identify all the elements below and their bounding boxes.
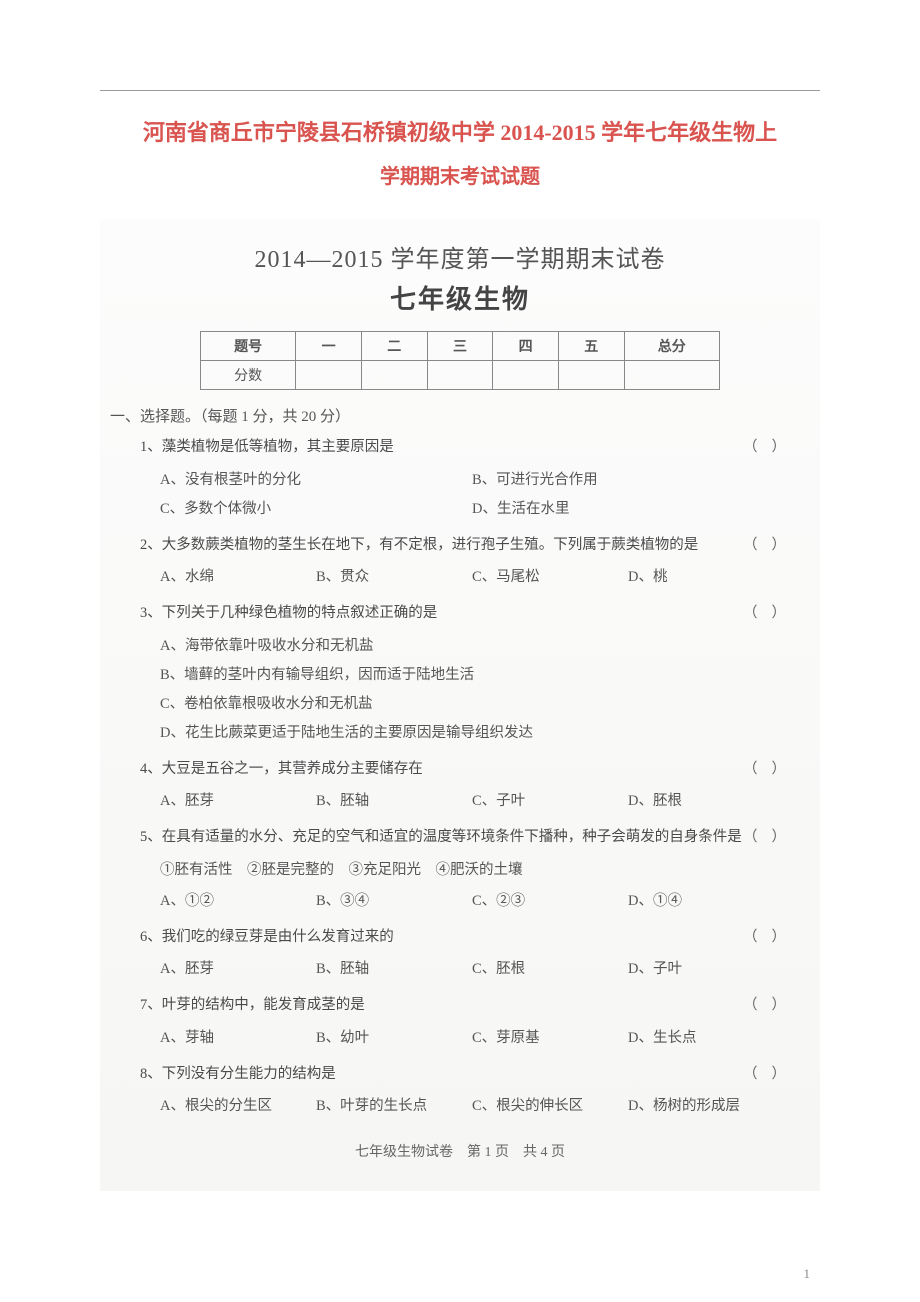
option: C、芽原基 [472, 1024, 628, 1053]
question-stem: 3、下列关于几种绿色植物的特点叙述正确的是 [140, 605, 437, 621]
options-row: A、没有根茎叶的分化B、可进行光合作用C、多数个体微小D、生活在水里 [160, 466, 810, 524]
doc-title-sub: 学期期末考试试题 [100, 160, 820, 189]
cell [493, 361, 559, 390]
option: A、根尖的分生区 [160, 1092, 316, 1121]
top-rule [100, 90, 820, 91]
subject-title: 七年级生物 [110, 279, 810, 316]
options-row: A、①②B、③④C、②③D、①④ [160, 887, 810, 916]
cell [296, 361, 362, 390]
options-row: A、胚芽B、胚轴C、子叶D、胚根 [160, 787, 810, 816]
options-row: A、根尖的分生区B、叶芽的生长点C、根尖的伸长区D、杨树的形成层 [160, 1092, 810, 1121]
col-label: 题号 [201, 332, 296, 361]
answer-paren: （） [743, 756, 800, 784]
question: 5、在具有适量的水分、充足的空气和适宜的温度等环境条件下播种，种子会萌发的自身条… [140, 824, 810, 852]
question-stem: 4、大豆是五谷之一，其营养成分主要储存在 [140, 761, 423, 777]
question-stem: 8、下列没有分生能力的结构是 [140, 1066, 336, 1082]
question-stem: 5、在具有适量的水分、充足的空气和适宜的温度等环境条件下播种，种子会萌发的自身条… [140, 829, 742, 845]
option: D、胚根 [628, 787, 784, 816]
col-total: 总分 [624, 332, 719, 361]
col-2: 二 [361, 332, 427, 361]
option: C、胚根 [472, 955, 628, 984]
semester-title: 2014—2015 学年度第一学期期末试卷 [110, 239, 810, 274]
question-stem: 6、我们吃的绿豆芽是由什么发育过来的 [140, 929, 394, 945]
option: A、海带依靠叶吸收水分和无机盐 [160, 632, 810, 661]
options-row: A、芽轴B、幼叶C、芽原基D、生长点 [160, 1024, 810, 1053]
option: A、芽轴 [160, 1024, 316, 1053]
cell [361, 361, 427, 390]
option: C、根尖的伸长区 [472, 1092, 628, 1121]
option: D、①④ [628, 887, 784, 916]
question-stem: 7、叶芽的结构中，能发育成茎的是 [140, 997, 365, 1013]
cell [558, 361, 624, 390]
scanned-exam-region: 2014—2015 学年度第一学期期末试卷 七年级生物 题号 一 二 三 四 五… [100, 219, 820, 1191]
question-subline: ①胚有活性 ②胚是完整的 ③充足阳光 ④肥沃的土壤 [160, 856, 810, 885]
page-number: 1 [804, 1266, 811, 1282]
answer-paren: （） [743, 600, 800, 628]
option: D、花生比蕨菜更适于陆地生活的主要原因是输导组织发达 [160, 719, 810, 748]
score-header-row: 题号 一 二 三 四 五 总分 [201, 332, 720, 361]
answer-paren: （） [743, 434, 800, 462]
option: B、叶芽的生长点 [316, 1092, 472, 1121]
question-stem: 1、藻类植物是低等植物，其主要原因是 [140, 439, 394, 455]
option: A、①② [160, 887, 316, 916]
option: A、胚芽 [160, 955, 316, 984]
col-4: 四 [493, 332, 559, 361]
option: D、桃 [628, 563, 784, 592]
page-container: 河南省商丘市宁陵县石桥镇初级中学 2014-2015 学年七年级生物上 学期期末… [0, 0, 920, 1302]
option: C、多数个体微小 [160, 495, 472, 524]
option: D、生活在水里 [472, 495, 784, 524]
question: 1、藻类植物是低等植物，其主要原因是 （） [140, 434, 810, 462]
cell [624, 361, 719, 390]
option: D、子叶 [628, 955, 784, 984]
options-row: A、海带依靠叶吸收水分和无机盐B、墙藓的茎叶内有输导组织，因而适于陆地生活C、卷… [160, 632, 810, 748]
answer-paren: （） [743, 824, 800, 852]
col-1: 一 [296, 332, 362, 361]
section-1-label: 一、选择题。（每题 1 分，共 20 分） [110, 405, 810, 426]
answer-paren: （） [743, 992, 800, 1020]
option: B、胚轴 [316, 955, 472, 984]
option: B、③④ [316, 887, 472, 916]
option: C、卷柏依靠根吸收水分和无机盐 [160, 690, 810, 719]
question: 7、叶芽的结构中，能发育成茎的是 （） [140, 992, 810, 1020]
options-row: A、水绵B、贯众C、马尾松D、桃 [160, 563, 810, 592]
question-stem: 2、大多数蕨类植物的茎生长在地下，有不定根，进行孢子生殖。下列属于蕨类植物的是 [140, 537, 698, 553]
question: 3、下列关于几种绿色植物的特点叙述正确的是 （） [140, 600, 810, 628]
option: B、墙藓的茎叶内有输导组织，因而适于陆地生活 [160, 661, 810, 690]
option: C、②③ [472, 887, 628, 916]
options-row: A、胚芽B、胚轴C、胚根D、子叶 [160, 955, 810, 984]
option: C、子叶 [472, 787, 628, 816]
col-5: 五 [558, 332, 624, 361]
option: B、幼叶 [316, 1024, 472, 1053]
row-label: 分数 [201, 361, 296, 390]
question: 2、大多数蕨类植物的茎生长在地下，有不定根，进行孢子生殖。下列属于蕨类植物的是 （… [140, 532, 810, 560]
option: A、水绵 [160, 563, 316, 592]
answer-paren: （） [743, 1061, 800, 1089]
option: B、胚轴 [316, 787, 472, 816]
question: 4、大豆是五谷之一，其营养成分主要储存在 （） [140, 756, 810, 784]
option: D、杨树的形成层 [628, 1092, 784, 1121]
option: B、贯众 [316, 563, 472, 592]
option: D、生长点 [628, 1024, 784, 1053]
option: C、马尾松 [472, 563, 628, 592]
answer-paren: （） [743, 924, 800, 952]
page-footer: 七年级生物试卷 第 1 页 共 4 页 [110, 1141, 810, 1161]
cell [427, 361, 493, 390]
answer-paren: （） [743, 532, 800, 560]
doc-title-main: 河南省商丘市宁陵县石桥镇初级中学 2014-2015 学年七年级生物上 [100, 111, 820, 155]
option: B、可进行光合作用 [472, 466, 784, 495]
col-3: 三 [427, 332, 493, 361]
question: 8、下列没有分生能力的结构是 （） [140, 1061, 810, 1089]
questions-list: 1、藻类植物是低等植物，其主要原因是（）A、没有根茎叶的分化B、可进行光合作用C… [110, 434, 810, 1121]
question: 6、我们吃的绿豆芽是由什么发育过来的 （） [140, 924, 810, 952]
score-table: 题号 一 二 三 四 五 总分 分数 [200, 331, 720, 390]
option: A、胚芽 [160, 787, 316, 816]
score-value-row: 分数 [201, 361, 720, 390]
option: A、没有根茎叶的分化 [160, 466, 472, 495]
